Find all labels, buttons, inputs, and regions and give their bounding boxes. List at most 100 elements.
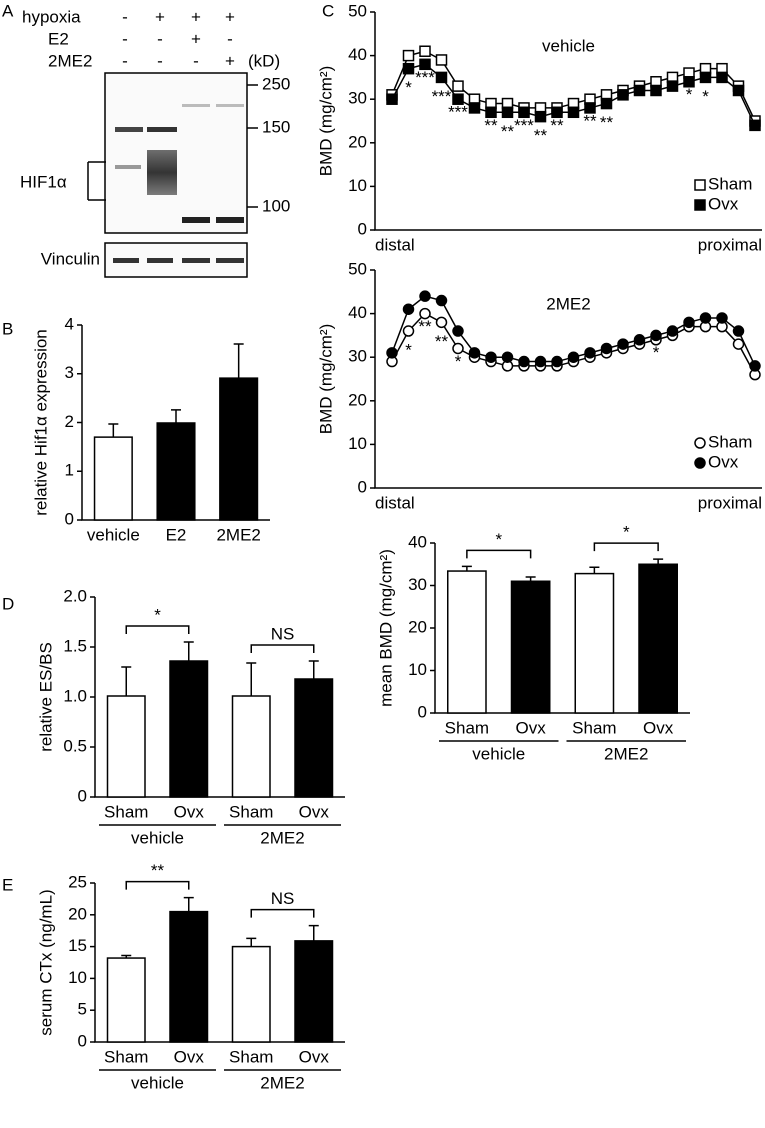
legend-label: Sham xyxy=(708,174,752,193)
significance-label: NS xyxy=(271,624,295,643)
significance-label: * xyxy=(623,523,630,542)
group-label: 2ME2 xyxy=(260,828,304,847)
condition-label: E2 xyxy=(48,29,69,48)
marker xyxy=(584,102,596,114)
bar xyxy=(447,570,487,714)
marker xyxy=(452,93,464,105)
protein-label: HIF1α xyxy=(20,172,67,191)
significance-label: * xyxy=(154,605,161,624)
y-axis-label: mean BMD (mg/cm²) xyxy=(376,549,395,707)
marker xyxy=(584,347,596,359)
y-tick-label: 1.5 xyxy=(63,636,87,655)
x-end-label: proximal xyxy=(698,493,762,512)
error-bar xyxy=(171,409,181,423)
error-bar xyxy=(308,660,319,679)
x-tick-label: Ovx xyxy=(516,718,547,737)
y-tick-label: 0 xyxy=(65,509,74,528)
condition-label: hypoxia xyxy=(22,7,81,26)
bracket xyxy=(87,161,106,201)
y-tick-label: 40 xyxy=(348,45,367,64)
y-tick-label: 10 xyxy=(348,434,367,453)
error-bar xyxy=(308,924,319,941)
condition-label: 2ME2 xyxy=(48,51,92,70)
band xyxy=(216,258,244,263)
y-tick-label: 20 xyxy=(348,132,367,151)
y-tick-label: 4 xyxy=(65,314,74,333)
marker xyxy=(534,355,547,368)
condition-mark: + xyxy=(225,7,235,26)
condition-mark: - xyxy=(193,51,199,70)
marker-label: 100 xyxy=(262,196,290,215)
marker xyxy=(419,307,431,320)
marker xyxy=(716,312,728,324)
condition-mark: - xyxy=(227,29,233,48)
bar xyxy=(574,572,615,714)
error-bar xyxy=(246,662,257,696)
x-tick-label: Sham xyxy=(229,1047,273,1066)
marker-label: 250 xyxy=(262,74,290,93)
condition-mark: - xyxy=(122,51,128,70)
y-tick-label: 30 xyxy=(348,347,367,366)
marker xyxy=(551,106,563,119)
significance-bracket xyxy=(250,908,315,918)
y-tick-label: 15 xyxy=(68,936,87,955)
unit-label: (kD) xyxy=(248,51,280,70)
y-tick-label: 50 xyxy=(348,259,367,278)
marker xyxy=(694,457,706,469)
significance-bracket xyxy=(593,542,659,552)
band xyxy=(147,150,177,195)
error-bar xyxy=(589,566,600,574)
band xyxy=(182,258,210,263)
marker xyxy=(435,71,448,84)
y-tick-label: 2 xyxy=(65,412,74,431)
group-label: vehicle xyxy=(131,828,184,847)
y-tick-label: 25 xyxy=(68,872,87,891)
y-tick-label: 10 xyxy=(68,968,87,987)
condition-mark: + xyxy=(191,7,201,26)
y-tick-label: 20 xyxy=(68,904,87,923)
marker xyxy=(402,62,415,75)
marker xyxy=(402,49,415,62)
y-tick-label: 1 xyxy=(65,461,74,480)
y-tick-label: 30 xyxy=(348,89,367,108)
x-tick-label: Ovx xyxy=(174,802,205,821)
marker xyxy=(386,347,398,359)
marker xyxy=(600,342,613,355)
band xyxy=(115,165,141,169)
group-label: vehicle xyxy=(472,744,525,763)
x-tick-label: Sham xyxy=(572,718,616,737)
band xyxy=(147,127,177,132)
y-tick-label: 0 xyxy=(78,1031,87,1050)
marker xyxy=(732,325,745,337)
marker xyxy=(485,351,497,363)
marker xyxy=(683,316,695,329)
significance-label: ** xyxy=(550,116,564,135)
significance-label: ** xyxy=(151,861,165,880)
marker xyxy=(716,71,728,84)
significance-label: * xyxy=(455,352,462,371)
marker xyxy=(452,80,464,92)
y-axis-label: BMD (mg/cm²) xyxy=(316,66,335,176)
marker xyxy=(485,106,497,119)
y-tick-label: 3 xyxy=(65,363,74,382)
panel-label: D xyxy=(2,594,14,613)
x-start-label: distal xyxy=(375,493,415,512)
error-bar xyxy=(121,954,132,959)
band xyxy=(113,258,139,263)
significance-bracket xyxy=(250,644,315,653)
y-tick-label: 2.0 xyxy=(63,586,87,605)
bar xyxy=(106,957,146,1043)
marker xyxy=(683,76,695,88)
significance-label: * xyxy=(495,530,502,549)
y-tick-label: 10 xyxy=(348,176,367,195)
chart-title: 2ME2 xyxy=(546,294,590,313)
significance-label: * xyxy=(405,341,412,360)
marker xyxy=(666,80,679,92)
band xyxy=(182,104,210,107)
group-label: vehicle xyxy=(131,1073,184,1092)
x-tick-label: vehicle xyxy=(87,525,140,544)
marker-label: 150 xyxy=(262,117,290,136)
significance-label: * xyxy=(405,78,412,97)
bar xyxy=(294,940,334,1043)
y-axis-label: serum CTx (ng/mL) xyxy=(36,889,55,1035)
